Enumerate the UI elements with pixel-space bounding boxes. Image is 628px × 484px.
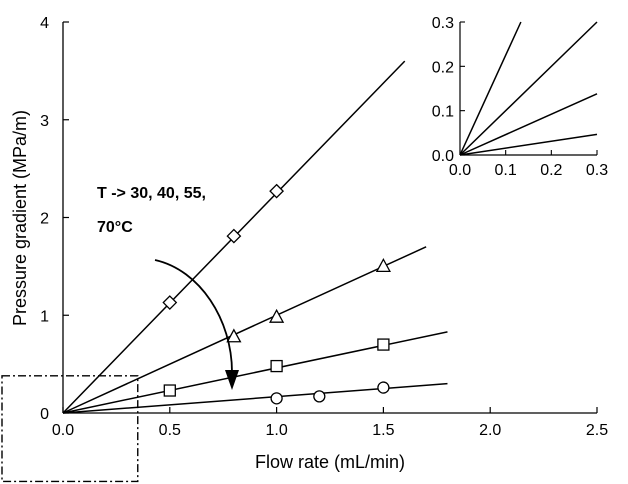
fit-line-circle [62,382,448,414]
inset-fit-line [459,133,598,156]
zoom-region-box [1,375,139,483]
x-tick-label: 2.0 [479,422,501,439]
triangle-marker [269,308,285,323]
circle-marker [313,390,326,403]
temperature-trend-arrow [154,259,233,373]
fit-lines [62,60,448,414]
inset-y-tick-label: 0.0 [432,148,454,165]
inset-chart: 0.0 0.1 0.2 0.3 0.0 0.1 0.2 0.3 [432,15,608,179]
fit-line-triangle [62,246,427,414]
inset-fit-line [459,21,598,156]
inset-fit-line [459,93,598,156]
inset-x-tick-label: 0.0 [449,162,471,179]
main-tick-labels: 0.0 0.5 1.0 1.5 2.0 2.5 0 1 2 3 4 [40,15,608,439]
y-tick-label: 1 [40,308,49,325]
inset-y-tick-label: 0.2 [432,59,454,76]
x-tick-label: 0.5 [159,422,181,439]
square-marker [377,338,390,351]
zoom-region-rect [1,375,139,483]
triangle-marker [226,328,242,343]
fit-line-square [62,331,448,414]
inset-y-tick-label: 0.3 [432,15,454,32]
temperature-annotation-line-2: 70°C [97,219,133,236]
y-tick-label: 4 [40,15,49,32]
circle-marker [270,392,283,405]
x-tick-label: 1.0 [265,422,287,439]
inset-y-tick-label: 0.1 [432,104,454,121]
temperature-annotation-line-1: T -> 30, 40, 55, [97,185,206,202]
x-tick-label: 0.0 [52,422,74,439]
diamond-marker [269,183,285,199]
y-tick-label: 2 [40,211,49,228]
inset-x-tick-label: 0.1 [495,162,517,179]
inset-x-tick-label: 0.2 [540,162,562,179]
circle-marker [377,381,390,394]
x-tick-label: 1.5 [372,422,394,439]
data-markers [162,183,391,405]
x-tick-label: 2.5 [586,422,608,439]
square-marker [163,384,176,397]
temperature-trend-arrowhead [225,370,239,390]
x-axis-label: Flow rate (mL/min) [255,452,405,472]
square-marker [270,359,283,373]
triangle-marker [375,258,391,273]
main-axes [62,21,598,414]
y-tick-label: 0 [40,406,49,423]
y-tick-label: 3 [40,113,49,130]
y-axis-label: Pressure gradient (MPa/m) [10,110,30,326]
inset-fit-line [459,21,522,156]
inset-x-tick-label: 0.3 [586,162,608,179]
diamond-marker [226,228,242,244]
diamond-marker [162,295,178,310]
